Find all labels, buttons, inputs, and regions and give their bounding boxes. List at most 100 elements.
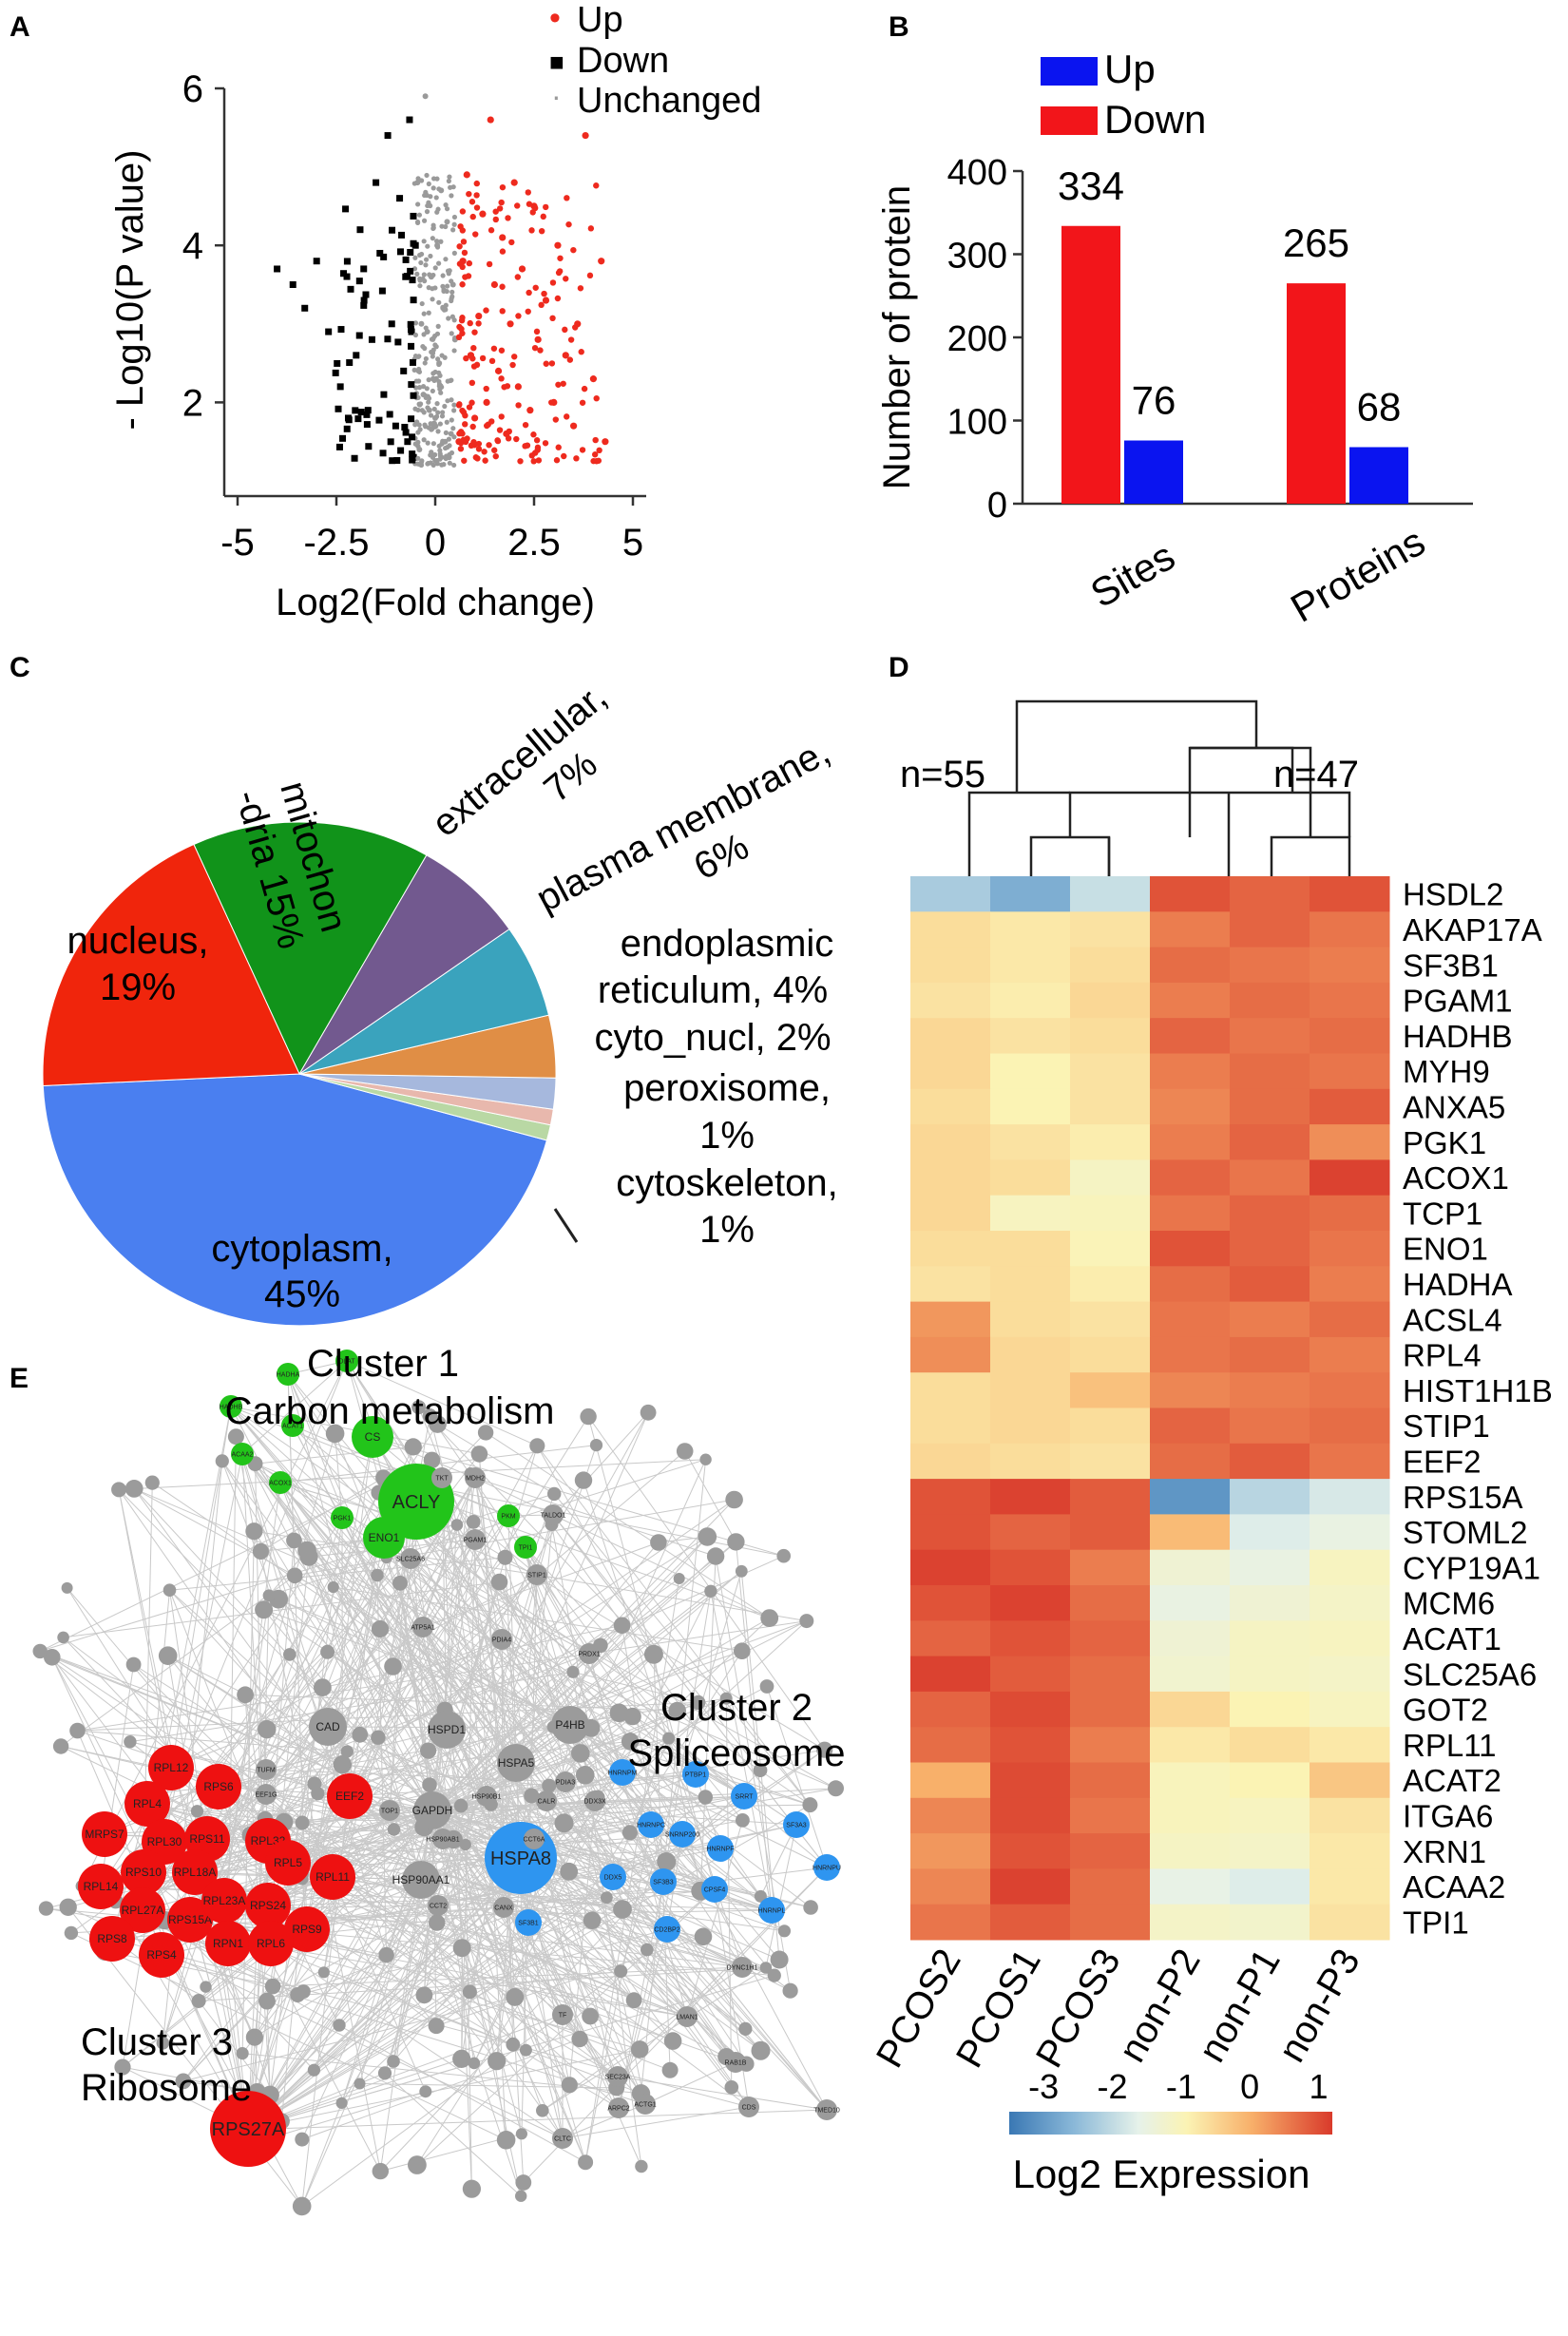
heatmap-cell	[990, 1691, 1071, 1728]
network-edge	[230, 1406, 721, 1849]
heatmap-cell	[1310, 1868, 1390, 1905]
network-node-atp5a1	[412, 1617, 433, 1637]
network-node-rps15a	[167, 1897, 213, 1943]
heatmap-cell	[1070, 1336, 1151, 1373]
volcano-point-unchanged	[432, 369, 438, 375]
network-node-rps8	[89, 1916, 135, 1962]
volcano-point-up	[531, 204, 539, 212]
network-edge	[422, 1626, 750, 2108]
network-node-minor	[144, 1475, 160, 1490]
network-edge	[104, 1638, 503, 1835]
legend-down-symbol: ■	[549, 48, 564, 76]
volcano-point-unchanged	[449, 397, 454, 403]
heatmap-cell	[990, 1336, 1071, 1373]
network-node-minor	[52, 1738, 69, 1754]
network-node-minor	[704, 1584, 717, 1599]
volcano-point-unchanged	[419, 300, 425, 307]
network-node-minor	[613, 1900, 632, 1919]
bar-legend-down-label: Down	[1104, 97, 1206, 142]
volcano-point-down	[373, 179, 380, 186]
network-node-minor	[158, 1646, 178, 1665]
network-node-minor	[38, 1901, 54, 1916]
panel-letter-c: C	[10, 652, 30, 683]
heatmap-cell	[990, 1159, 1071, 1197]
heatmap-cell	[1230, 1762, 1310, 1799]
heatmap-cell	[1310, 911, 1390, 948]
network-edge	[198, 2001, 271, 2096]
network-node-minor	[292, 2196, 312, 2216]
network-node-cad	[309, 1708, 347, 1746]
network-node-minor	[387, 1823, 401, 1836]
network-edge	[533, 1838, 716, 1890]
bar-y-tick-label: 300	[947, 237, 1007, 277]
network-node-sf3a3	[783, 1811, 810, 1838]
volcano-point-down	[332, 369, 339, 376]
volcano-point-up	[538, 227, 545, 235]
network-node-label: SLC25A6	[396, 1556, 425, 1562]
network-edge	[264, 1818, 774, 1977]
network-node-minor	[466, 1515, 481, 1529]
heatmap-cell	[1230, 1159, 1310, 1197]
network-edge	[437, 1424, 555, 1495]
volcano-point-unchanged	[451, 348, 457, 354]
volcano-point-down	[360, 301, 368, 309]
volcano-point-up	[459, 281, 466, 288]
heatmap-cell	[910, 1301, 991, 1338]
heatmap-cell	[1150, 1479, 1231, 1515]
network-edge	[235, 1436, 433, 1811]
network-edge	[230, 1406, 811, 1806]
heatmap-cell	[1150, 1868, 1231, 1905]
bar-down-sites	[1061, 225, 1120, 504]
network-node-minor	[601, 1891, 613, 1905]
heatmap-cell	[1310, 1336, 1390, 1373]
network-edge	[230, 1406, 566, 1783]
volcano-point-up	[479, 210, 487, 218]
volcano-y-tick-label: 2	[182, 382, 203, 424]
volcano-point-unchanged	[437, 448, 443, 453]
colorbar-tick-label: -3	[1028, 2067, 1059, 2106]
network-node-minor	[706, 1547, 725, 1565]
volcano-point-down	[408, 381, 415, 389]
heatmap-cell	[1150, 1372, 1231, 1408]
network-node-hnrnpu	[813, 1854, 840, 1881]
volcano-point-up	[526, 407, 534, 414]
network-node-label: HADHA	[277, 1371, 300, 1378]
network-node-minor	[515, 2128, 528, 2140]
network-edge	[189, 1477, 476, 1921]
volcano-point-unchanged	[425, 243, 430, 249]
volcano-point-down	[336, 383, 344, 391]
network-node-label: HSPA5	[498, 1756, 535, 1770]
volcano-point-up	[499, 183, 507, 191]
network-edge	[247, 1947, 463, 2130]
network-node-minor	[200, 1981, 212, 1993]
network-node-tf	[552, 2004, 573, 2025]
heatmap-cell	[1230, 982, 1310, 1019]
heatmap-cell	[1230, 1549, 1310, 1586]
network-node-label: PGK1	[334, 1515, 352, 1522]
network-edge	[263, 1609, 811, 1806]
network-node-minor	[760, 1609, 779, 1627]
heatmap-cell	[910, 1231, 991, 1267]
volcano-point-unchanged	[444, 206, 450, 212]
volcano-point-down	[362, 291, 370, 298]
network-edge	[218, 1786, 505, 1908]
network-node-label: RAB1B	[725, 2059, 747, 2066]
volcano-point-up	[598, 258, 605, 265]
bar-value-label: 334	[1058, 163, 1124, 208]
network-edge	[422, 1539, 476, 1628]
volcano-point-unchanged	[430, 336, 436, 342]
network-edge	[349, 1795, 688, 2018]
network-node-slc25a6	[400, 1548, 421, 1569]
heatmap-cell	[990, 1904, 1071, 1941]
heatmap-row-label: ACSL4	[1403, 1302, 1502, 1337]
volcano-point-up	[564, 195, 570, 201]
heatmap-row-label: ACOX1	[1403, 1160, 1509, 1196]
network-node-label: RPL23A	[203, 1894, 246, 1907]
network-node-minor	[657, 1852, 677, 1871]
volcano-point-unchanged	[441, 462, 447, 468]
network-edge	[621, 1771, 780, 1961]
volcano-legend: • Up ■ Down · Unchanged	[549, 0, 761, 121]
network-node-minor	[515, 2190, 527, 2202]
volcano-point-up	[553, 457, 561, 464]
network-node-minor	[576, 1766, 595, 1785]
